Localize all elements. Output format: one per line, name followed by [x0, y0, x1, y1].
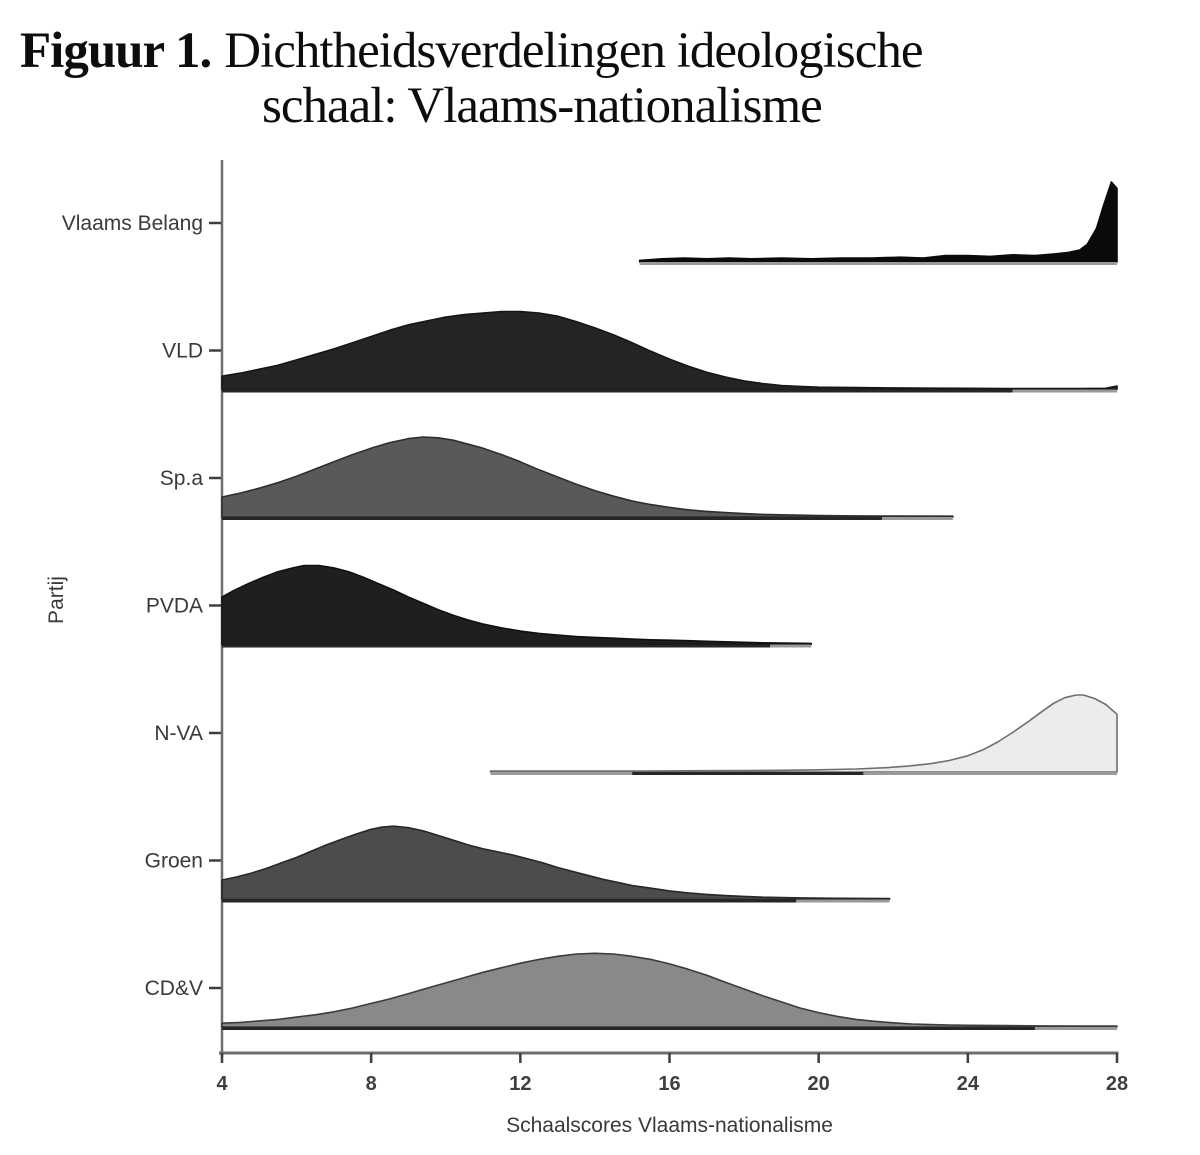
figure-title: Figuur 1. Dichtheidsverdelingen ideologis…	[20, 24, 1185, 133]
x-tick-label: 20	[808, 1073, 830, 1095]
density-pvda	[221, 564, 812, 646]
x-tick-label: 24	[957, 1073, 980, 1095]
party-label-cd-v: CD&V	[145, 977, 203, 1000]
x-tick-label: 4	[216, 1073, 228, 1095]
y-axis-label: Partij	[45, 576, 68, 624]
party-label-vld: VLD	[162, 340, 203, 363]
density-vld	[221, 310, 1118, 391]
x-tick-label: 28	[1106, 1073, 1128, 1095]
party-label-pvda: PVDA	[146, 595, 203, 618]
density-n-va	[489, 694, 1118, 773]
party-label-groen: Groen	[145, 850, 203, 873]
density-sp-a	[221, 436, 954, 518]
density-cd-v	[221, 952, 1118, 1028]
x-tick-label: 8	[366, 1073, 377, 1095]
title-text-line2: schaal: Vlaams-nationalisme	[262, 77, 823, 134]
party-label-sp-a: Sp.a	[160, 467, 204, 490]
density-groen	[221, 825, 891, 901]
x-tick-label: 12	[509, 1073, 531, 1095]
party-label-vlaams-belang: Vlaams Belang	[62, 212, 203, 235]
x-tick-label: 16	[658, 1073, 680, 1095]
density-vlaams-belang	[638, 181, 1118, 263]
figure-number: Figuur 1.	[20, 23, 212, 79]
party-label-n-va: N-VA	[154, 722, 203, 745]
x-axis-label: Schaalscores Vlaams-nationalisme	[506, 1114, 833, 1137]
title-text-line1: Dichtheidsverdelingen ideologische	[224, 23, 923, 79]
title-line-1: Figuur 1. Dichtheidsverdelingen ideologis…	[20, 24, 1185, 79]
